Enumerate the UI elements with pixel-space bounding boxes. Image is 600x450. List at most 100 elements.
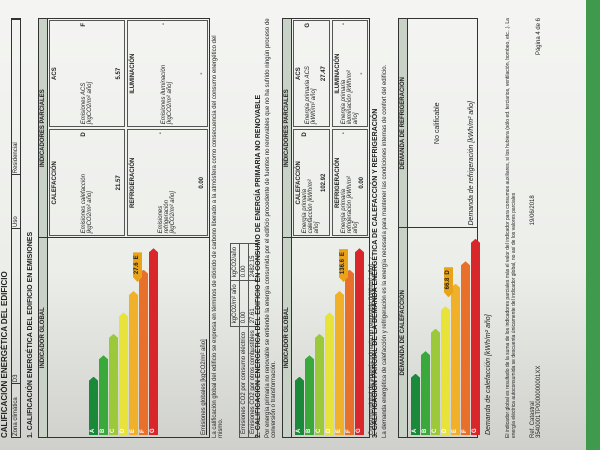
scale-bar: C <box>109 334 118 435</box>
scale-bar: G <box>149 248 158 435</box>
cooling-header: DEMANDA DE REFRIGERACIÓN <box>399 19 408 228</box>
partial-column: INDICADORES PARCIALES CALEFACCIÓN Energía … <box>283 19 369 238</box>
partial-name: REFRIGERACIÓN <box>129 157 136 208</box>
partial-caption: Emisiones iluminación [kgCO2/m² año] <box>161 64 174 125</box>
section-intro: La demanda energética de calefacción y r… <box>382 64 388 438</box>
partial-rating: D <box>80 132 87 137</box>
rating-arrow: 27.6 E <box>133 252 142 282</box>
partial-grid: CALEFACCIÓN Energía primaria calefacción … <box>292 19 369 237</box>
scale-bar: D <box>325 312 334 435</box>
partial-caption: Emisiones ACS [kgCO2/m² año] <box>80 81 93 125</box>
document-page: CALIFICACIÓN ENERGÉTICA DEL EDIFICIO Zona… <box>0 0 586 450</box>
rating-letter: D <box>445 270 451 275</box>
section-intro: Por energía primaria no renovable se ent… <box>265 18 277 438</box>
footer: Ref. Catastral 3540001TP0000000001XX 19/06… <box>530 18 570 438</box>
rating-letter: E <box>134 255 140 260</box>
emissions-block: kgCO2/m² año kgCO2/año Emisiones CO2 por c… <box>230 18 258 438</box>
demand-table: DEMANDA DE CALEFACCIÓN A B C D E F G 66.8D Demand… <box>398 18 492 438</box>
indicator-table: INDICADOR GLOBAL A B C D E F G 136.6E Consumo glo… <box>282 18 375 438</box>
partial-rating: - <box>340 132 347 135</box>
note: La calificación global del edificio se e… <box>212 18 228 438</box>
partial-caption: Emisiones refrigeración [kgCO2/m² año] <box>158 191 177 234</box>
global-caption: Emisiones globales [kgCO2/m² año] <box>201 339 207 435</box>
table-row: Emisiones CO2 por consumo eléctrico 0.00 0… <box>239 243 249 438</box>
scale-bar: D <box>119 312 128 435</box>
table-cell: kgCO2/año <box>230 243 240 281</box>
partial-cell: REFRIGERACIÓN Emisiones refrigeración [kg… <box>126 129 208 237</box>
rating-arrow: 136.6 E <box>339 249 348 282</box>
partial-cell: REFRIGERACIÓN Energía primaria refrigerac… <box>331 129 368 237</box>
partial-column: INDICADORES PARCIALES CALEFACCIÓN Emisione… <box>39 19 209 238</box>
scale-bar: B <box>305 355 314 435</box>
zone-cell: D3 <box>12 228 20 384</box>
indicator-table: INDICADOR GLOBAL A B C D E F G 136.6E Consumo glo… <box>282 18 375 438</box>
partial-rating: - <box>340 23 347 25</box>
partial-row: Emisiones iluminación [kgCO2/m² año] - <box>161 23 173 124</box>
partial-value: - <box>359 72 365 75</box>
partial-rating: - <box>158 132 165 135</box>
partial-rating: F <box>80 23 87 27</box>
table-row: kgCO2/m² año kgCO2/año <box>230 243 240 438</box>
rating-value: 27.6 <box>134 262 140 275</box>
heading: 2. CALIFICACIÓN ENERGÉTICA DEL EDIFICIO … <box>255 18 264 438</box>
scale-bar: E <box>335 291 344 435</box>
partial-header: INDICADORES PARCIALES <box>283 19 292 238</box>
partial-value: 0.00 <box>359 176 365 189</box>
rating-scale: A B C D E F G 27.6E <box>86 238 161 437</box>
global-column: INDICADOR GLOBAL A B C D E F G 136.6E Consumo glo… <box>283 237 375 437</box>
partial-cell: ILUMINACIÓN Energía primaria iluminación … <box>331 20 368 128</box>
partial-row: Energía primaria ACS [kWh/m² año] G <box>305 23 317 124</box>
emissions-table: kgCO2/m² año kgCO2/año Emisiones CO2 por c… <box>230 243 258 438</box>
scale-bar: F <box>139 270 148 435</box>
partial-caption: Energía primaria ACS [kWh/m² año] <box>305 66 318 125</box>
rating-value: 136.6 <box>340 259 346 275</box>
table-cell: Emisiones CO2 por consumo eléctrico <box>239 326 249 438</box>
intro: La demanda energética de calefacción y r… <box>382 18 396 438</box>
scale-bar: A <box>295 377 304 435</box>
scale-bar: A <box>411 374 420 435</box>
partial-cell: CALEFACCIÓN Energía primaria calefacción … <box>293 129 330 237</box>
partial-value: 102.92 <box>320 173 327 192</box>
scale-bar: D <box>441 306 450 435</box>
rating-scale: A B C D E F G 136.6E <box>292 238 367 437</box>
partial-rating: G <box>305 23 312 28</box>
table-cell: 0.00 <box>239 280 249 327</box>
scale-bar: G <box>355 248 364 435</box>
section-heading: 2. CALIFICACIÓN ENERGÉTICA DEL EDIFICIO … <box>255 94 262 438</box>
partial-cell: ILUMINACIÓN Emisiones iluminación [kgCO2/… <box>126 20 208 128</box>
partial-value: 0.00 <box>199 176 205 189</box>
table-cell <box>231 327 240 438</box>
scale-bar: F <box>345 270 354 435</box>
footer: Ref. Catastral 3540001TP0000000001XX 19/06… <box>530 18 542 438</box>
footer-left: Ref. Catastral 3540001TP0000000001XX <box>530 366 542 438</box>
zone-cell: Zona climática <box>12 383 20 437</box>
partial-cell: CALEFACCIÓN Emisiones calefacción [kgCO2/… <box>49 129 125 237</box>
partial-grid: CALEFACCIÓN Emisiones calefacción [kgCO2/… <box>48 19 209 237</box>
partial-rating: - <box>161 23 168 25</box>
section-heading: 3. CALIFICACIÓN PARCIAL DE LA DEMANDA EN… <box>372 108 379 438</box>
scale-bar: C <box>315 334 324 435</box>
heating-caption: Demanda de calefacción [kWh/m² año] <box>485 314 492 435</box>
indicator-table: INDICADOR GLOBAL A B C D E F G 27.6E Emisiones gl… <box>38 18 210 438</box>
footnote: El indicador global es resultado de la s… <box>505 18 517 438</box>
rating-scale: A B C D E F G 66.8D <box>408 229 483 438</box>
global-column: INDICADOR GLOBAL A B C D E F G 27.6E Emisiones gl… <box>39 237 209 437</box>
partial-row: Emisiones calefacción [kgCO2/m² año] D <box>81 132 93 233</box>
cooling-value: No calificable <box>433 102 441 145</box>
partial-header: INDICADORES PARCIALES <box>39 19 48 238</box>
partial-row: Energía primaria refrigeración [kWh/m² a… <box>341 132 359 233</box>
partial-caption: Emisiones calefacción [kgCO2/m² año] <box>80 174 93 234</box>
partial-name: ILUMINACIÓN <box>129 53 136 94</box>
partial-row: Energía primaria iluminación [kWh/m² año… <box>341 23 359 124</box>
partial-value: 5.57 <box>115 67 122 80</box>
heating-header: DEMANDA DE CALEFACCIÓN <box>399 228 408 437</box>
partial-cell: ACS Emisiones ACS [kgCO2/m² año] F 5.57 <box>49 20 125 128</box>
partial-rating: D <box>302 132 309 137</box>
partial-value: - <box>199 72 205 75</box>
partial-caption: Energía primaria calefacción [kWh/m² año… <box>302 179 321 234</box>
global-header: INDICADOR GLOBAL <box>283 238 292 437</box>
partial-name: ACS <box>52 67 58 80</box>
footer-page: Página 4 de 6 <box>536 18 542 56</box>
scale-bar: E <box>129 291 138 435</box>
